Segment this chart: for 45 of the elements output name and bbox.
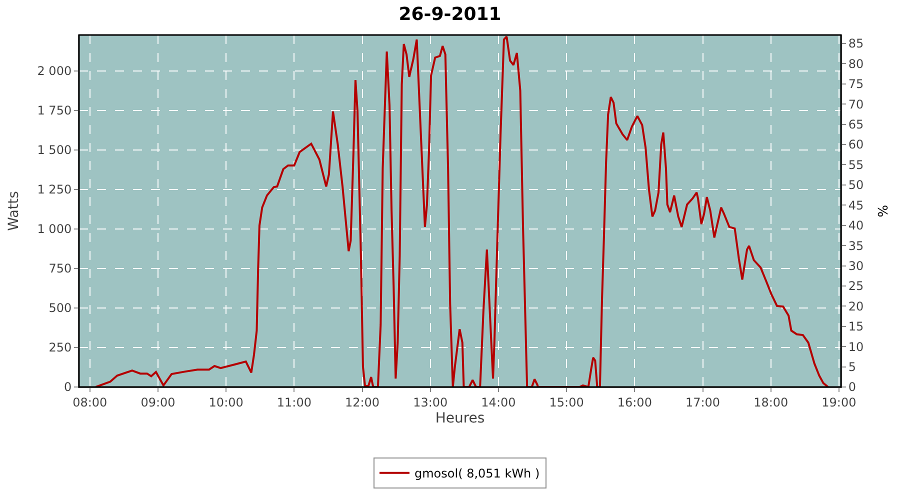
y-tick-label: 1 500 (37, 143, 72, 158)
y-tick-label: 250 (48, 340, 72, 355)
y-tick-label: 1 000 (37, 222, 72, 236)
y2-tick-label: 0 (848, 380, 856, 394)
y2-tick-label: 5 (848, 360, 856, 374)
y2-tick-label: 25 (848, 279, 864, 294)
y2-tick-label: 70 (848, 97, 864, 112)
y2-tick-label: 40 (848, 218, 864, 233)
x-tick-label: 13:00 (413, 395, 448, 410)
y2-tick-label: 45 (848, 198, 864, 212)
x-tick-label: 18:00 (754, 395, 788, 410)
chart-title: 26-9-2011 (398, 4, 502, 26)
x-tick-label: 10:00 (208, 395, 244, 410)
y-tick-label: 500 (48, 301, 72, 316)
y-tick-label: 0 (64, 380, 72, 394)
x-tick-label: 15:00 (549, 395, 584, 410)
y2-tick-label: 85 (848, 36, 864, 51)
y2-tick-label: 65 (848, 118, 864, 132)
y-tick-label: 1 250 (37, 182, 72, 197)
x-tick-label: 16:00 (617, 395, 652, 410)
line-series (94, 36, 830, 387)
x-tick-label: 14:00 (481, 395, 516, 410)
y2-tick-label: 10 (848, 340, 864, 354)
y2-tick-label: 30 (848, 258, 864, 273)
y-tick-label: 1 750 (37, 104, 72, 118)
x-axis-title: Heures (435, 410, 485, 427)
y2-tick-label: 60 (848, 138, 864, 152)
y2-tick-label: 20 (848, 299, 864, 314)
x-tick-label: 19:00 (822, 395, 856, 410)
y-axis-title: Watts (6, 191, 22, 231)
y2-tick-label: 50 (848, 178, 864, 192)
x-tick-label: 09:00 (140, 395, 176, 410)
x-tick-label: 11:00 (276, 395, 312, 410)
x-tick-label: 17:00 (685, 395, 720, 410)
y2-tick-label: 55 (848, 158, 864, 172)
y2-axis-title: % (876, 204, 892, 218)
y-tick-label: 750 (48, 262, 72, 276)
x-tick-label: 12:00 (344, 395, 380, 410)
y2-tick-label: 80 (848, 56, 864, 71)
legend-label: gmosol( 8,051 kWh ) (414, 466, 540, 481)
y2-tick-label: 15 (848, 320, 864, 334)
y2-tick-label: 35 (848, 238, 864, 253)
y-tick-label: 2 000 (37, 64, 72, 78)
x-tick-label: 08:00 (72, 395, 108, 410)
y2-tick-label: 75 (848, 77, 864, 92)
